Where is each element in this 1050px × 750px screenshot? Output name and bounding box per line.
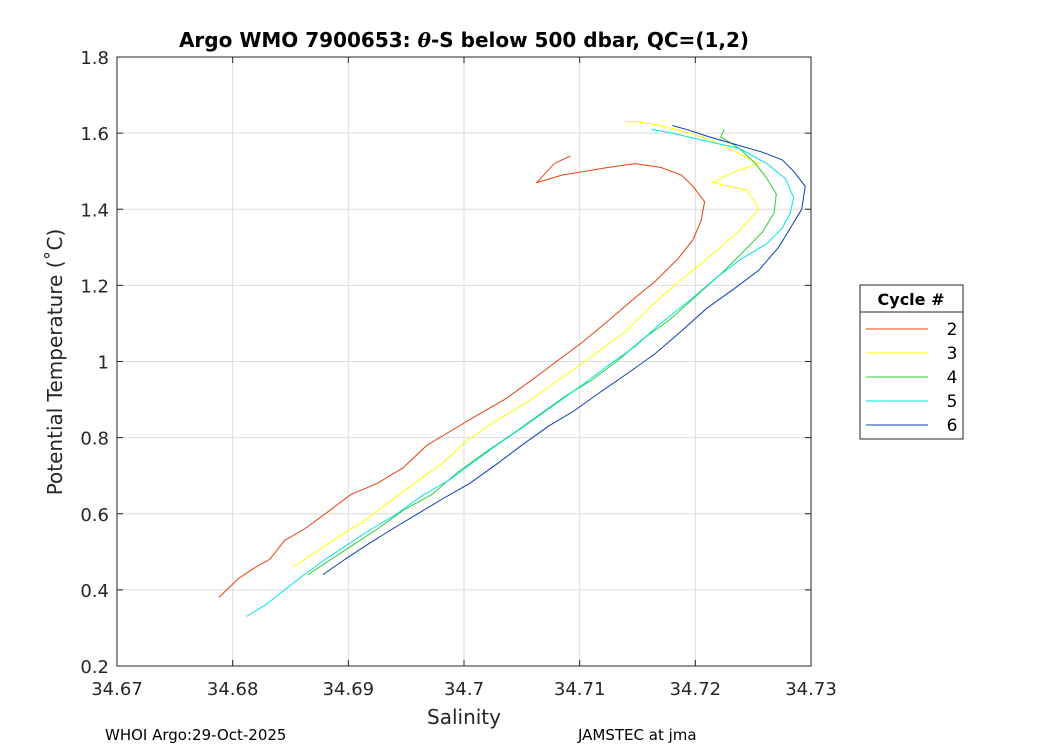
x-tick-label: 34.7	[444, 679, 484, 700]
series-line-cycle-3	[292, 121, 761, 568]
y-tick-label: 0.2	[80, 657, 109, 678]
y-axis-label: Potential Temperature (˚C)	[43, 229, 67, 496]
x-tick-label: 34.68	[207, 679, 259, 700]
legend-label-cycle-3: 3	[947, 344, 958, 364]
chart-title: Argo WMO 7900653: θ-S below 500 dbar, QC…	[179, 28, 749, 52]
legend-label-cycle-2: 2	[947, 320, 958, 340]
y-tick-label: 0.6	[80, 505, 109, 526]
legend-items: 2 3 4 5 6	[866, 320, 957, 436]
y-tick-label: 1.8	[80, 48, 109, 69]
x-tick-label: 34.67	[91, 679, 143, 700]
footer-right: JAMSTEC at jma	[578, 726, 697, 744]
x-tick-label: 34.69	[323, 679, 375, 700]
footer-left: WHOI Argo:29-Oct-2025	[105, 726, 287, 744]
y-tick-label: 1	[98, 353, 109, 374]
legend: Cycle # 2 3 4 5 6	[859, 284, 964, 440]
legend-box	[859, 284, 964, 440]
y-tick-label: 1.2	[80, 276, 109, 297]
x-tick-label: 34.73	[785, 679, 837, 700]
series-group	[218, 121, 806, 617]
series-line-cycle-5	[246, 128, 795, 617]
legend-label-cycle-5: 5	[947, 392, 958, 412]
y-tick-label: 0.8	[80, 429, 109, 450]
legend-label-cycle-6: 6	[947, 416, 958, 436]
y-tick-label: 1.6	[80, 124, 109, 145]
legend-label-cycle-4: 4	[947, 368, 958, 388]
x-tick-label: 34.72	[670, 679, 722, 700]
y-axis-ticks: 0.2 0.4 0.6 0.8 1 1.2 1.4 1.6 1.8	[80, 48, 811, 678]
x-tick-label: 34.71	[554, 679, 606, 700]
x-axis-label: Salinity	[427, 705, 501, 729]
x-axis-ticks: 34.67 34.68 34.69 34.7 34.71 34.72 34.73	[91, 57, 837, 700]
y-tick-label: 1.4	[80, 200, 109, 221]
grid	[117, 57, 811, 666]
series-line-cycle-6	[322, 125, 806, 576]
series-line-cycle-2	[218, 155, 706, 598]
y-tick-label: 0.4	[80, 581, 109, 602]
legend-title: Cycle #	[878, 290, 945, 309]
